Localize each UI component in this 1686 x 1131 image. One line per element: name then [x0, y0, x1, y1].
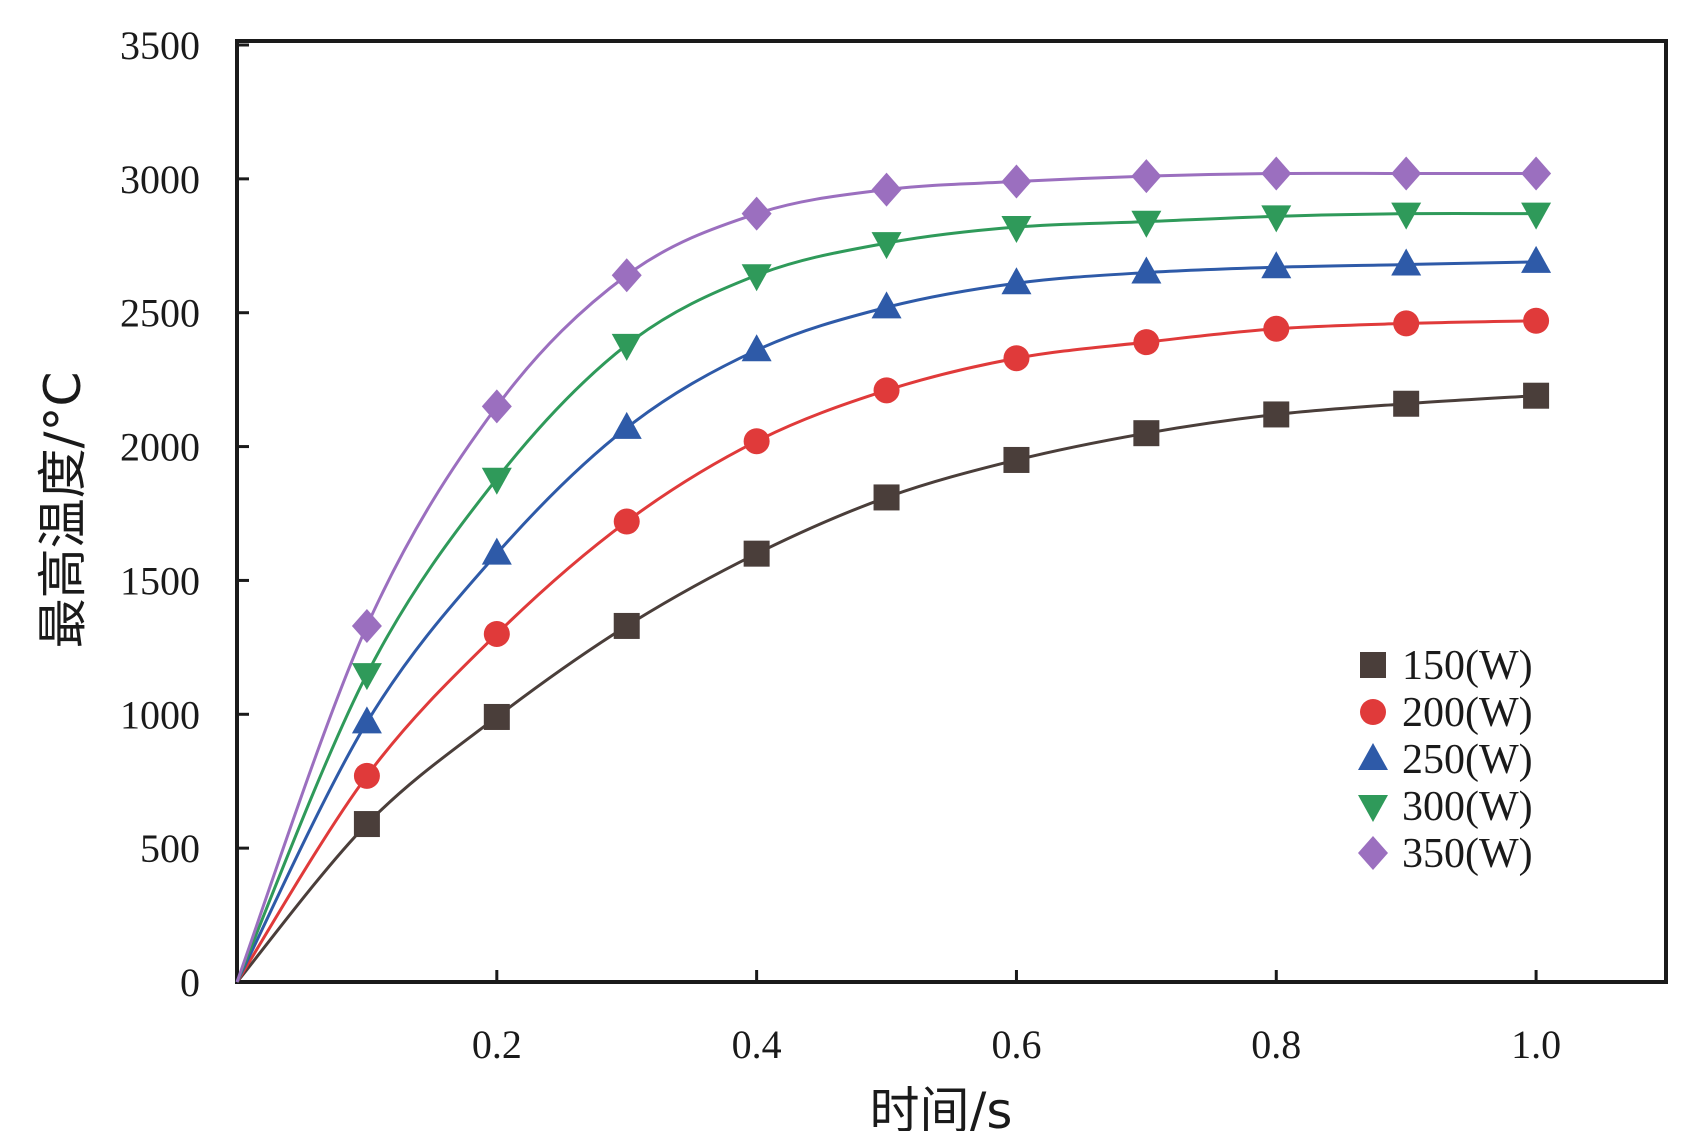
y-tick-label: 1000	[120, 692, 200, 737]
y-axis-ticks: 0 500 1000 1500 2000 2500 3000 3500	[120, 23, 249, 1005]
data-point-0-5	[1003, 446, 1030, 473]
data-point-2-0	[351, 706, 382, 734]
legend: 150(W)200(W)250(W)300(W)350(W)	[1358, 643, 1533, 877]
y-tick-label: 3000	[120, 157, 200, 202]
data-point-2-5	[1001, 267, 1032, 295]
data-point-0-1	[483, 703, 510, 730]
data-point-1-4	[873, 377, 900, 404]
legend-label-0: 150(W)	[1402, 643, 1533, 689]
series-line-3	[235, 211, 1537, 983]
x-tick-label: 0.2	[472, 1022, 522, 1067]
data-point-1-5	[1003, 345, 1030, 372]
legend-marker-4	[1358, 836, 1388, 870]
data-point-2-7	[1261, 251, 1292, 279]
legend-marker-0	[1360, 652, 1386, 678]
x-tick-label: 0.4	[732, 1022, 782, 1067]
x-tick-label: 0.8	[1251, 1022, 1301, 1067]
y-tick-label: 1500	[120, 558, 200, 603]
data-point-1-1	[483, 620, 510, 647]
data-point-3-1	[481, 467, 512, 495]
data-point-0-6	[1133, 420, 1160, 447]
data-point-3-9	[1521, 202, 1552, 230]
data-point-3-8	[1391, 202, 1422, 230]
data-point-0-2	[613, 612, 640, 639]
x-axis-ticks: 0.2 0.4 0.6 0.8 1.0	[472, 970, 1561, 1067]
x-axis-title: 时间/s	[870, 1082, 1013, 1131]
data-point-3-5	[1001, 216, 1032, 244]
data-point-1-9	[1523, 307, 1550, 334]
x-tick-label: 1.0	[1511, 1022, 1561, 1067]
data-point-4-9	[1521, 156, 1552, 191]
legend-label-3: 300(W)	[1402, 784, 1533, 830]
data-point-0-8	[1393, 390, 1420, 417]
data-point-3-4	[871, 232, 902, 260]
data-point-2-8	[1391, 248, 1422, 276]
data-point-2-6	[1131, 256, 1162, 284]
data-point-4-6	[1131, 159, 1162, 194]
data-point-0-3	[743, 540, 770, 567]
data-point-1-7	[1263, 315, 1290, 342]
y-axis-title: 最高温度/°C	[34, 372, 92, 649]
data-point-2-3	[741, 334, 772, 362]
data-point-0-0	[353, 811, 380, 838]
data-point-4-5	[1001, 164, 1032, 199]
data-point-0-4	[873, 484, 900, 511]
data-point-4-7	[1261, 156, 1292, 191]
data-point-4-0	[351, 608, 382, 643]
legend-label-1: 200(W)	[1402, 690, 1533, 736]
data-point-4-1	[481, 389, 512, 424]
series-line-2	[235, 260, 1537, 983]
legend-marker-2	[1358, 743, 1388, 770]
data-point-3-2	[611, 333, 642, 361]
data-point-2-4	[871, 291, 902, 319]
data-point-0-9	[1523, 382, 1550, 409]
series-line-1	[235, 319, 1537, 983]
data-point-3-0	[351, 663, 382, 691]
series-markers	[351, 156, 1552, 838]
data-point-2-2	[611, 411, 642, 439]
data-point-4-8	[1391, 156, 1422, 191]
legend-label-4: 350(W)	[1402, 831, 1533, 877]
data-point-4-2	[611, 258, 642, 293]
legend-marker-1	[1360, 699, 1386, 725]
legend-marker-3	[1358, 795, 1388, 822]
data-point-4-4	[871, 172, 902, 207]
y-tick-label: 2500	[120, 291, 200, 336]
y-tick-label: 0	[180, 960, 200, 1005]
x-tick-label: 0.6	[991, 1022, 1041, 1067]
data-point-0-7	[1263, 401, 1290, 428]
data-point-1-0	[353, 762, 380, 789]
data-point-1-3	[743, 428, 770, 455]
y-tick-label: 500	[140, 826, 200, 871]
y-tick-label: 2000	[120, 425, 200, 470]
series-line-0	[235, 394, 1537, 983]
data-point-3-3	[741, 264, 772, 292]
data-point-2-9	[1521, 245, 1552, 273]
plot-frame	[235, 39, 1668, 984]
y-tick-label: 3500	[120, 23, 200, 68]
data-point-4-3	[741, 196, 772, 231]
data-point-1-8	[1393, 310, 1420, 337]
data-point-3-6	[1131, 210, 1162, 238]
data-point-1-6	[1133, 329, 1160, 356]
data-point-3-7	[1261, 205, 1292, 233]
data-point-1-2	[613, 508, 640, 535]
legend-label-2: 250(W)	[1402, 737, 1533, 783]
data-point-2-1	[481, 537, 512, 565]
